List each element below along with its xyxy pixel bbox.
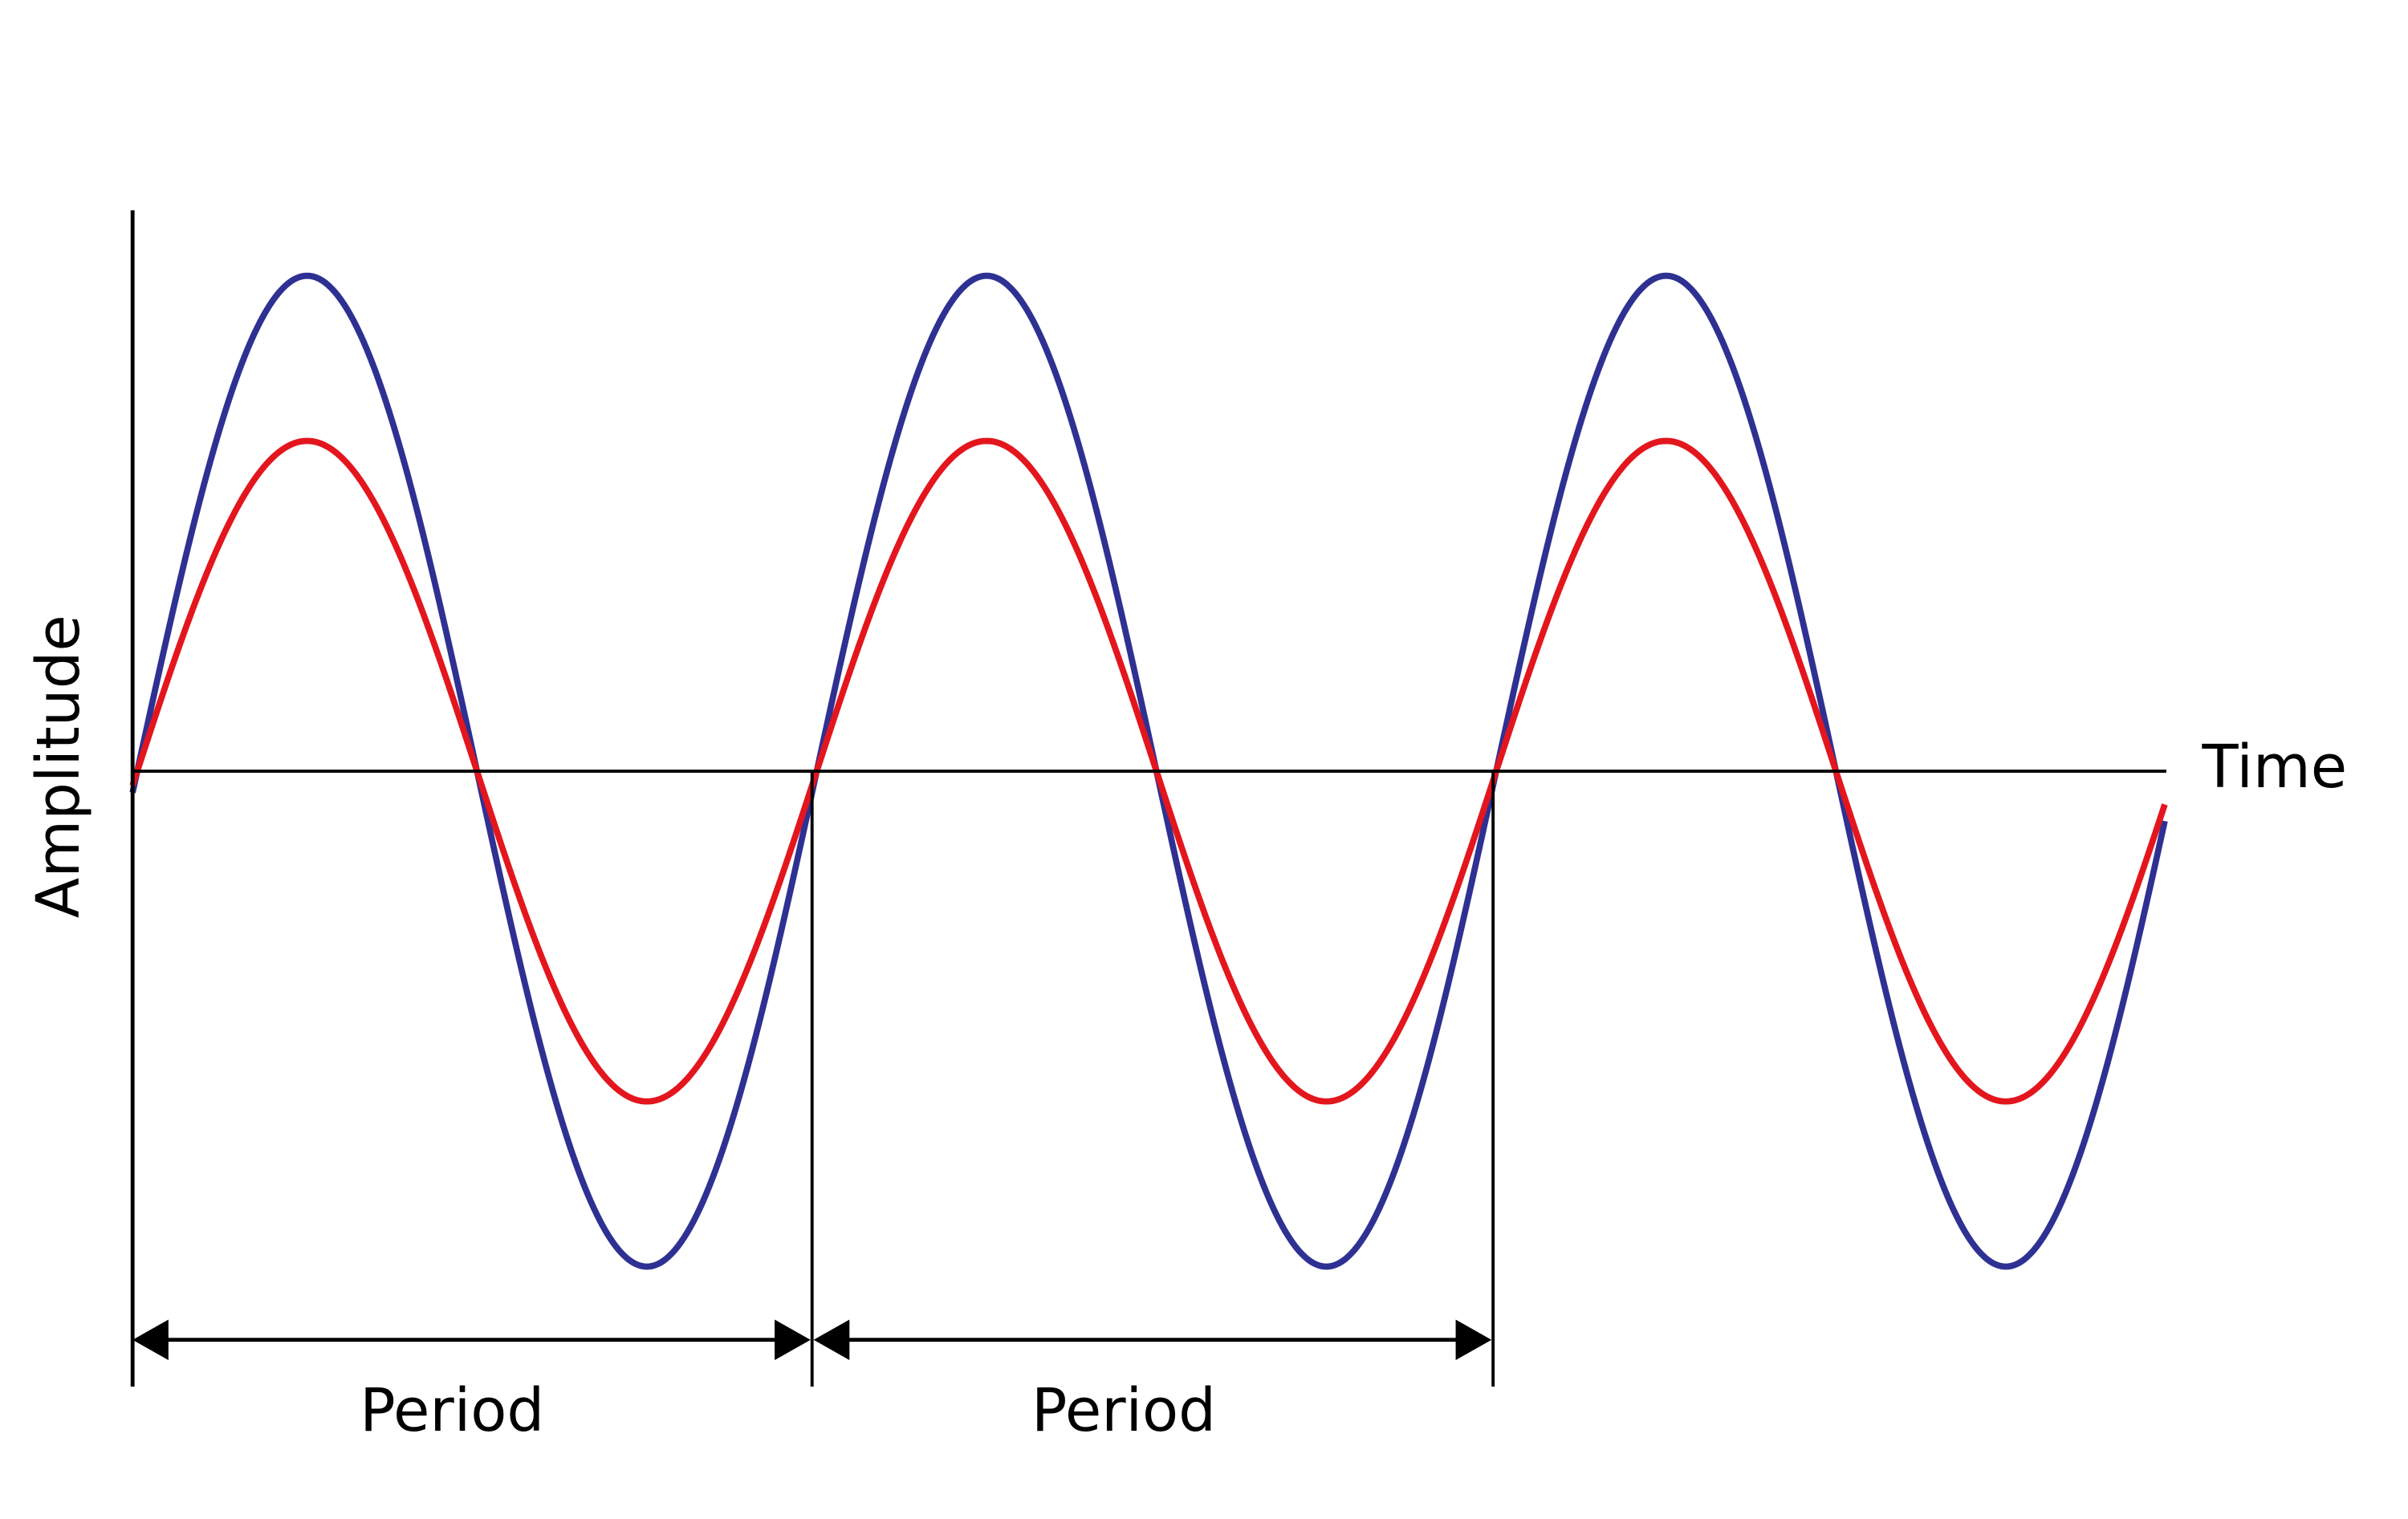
period-arrow bbox=[132, 1319, 811, 1360]
period-label: Period bbox=[1031, 1377, 1216, 1445]
period-arrow bbox=[813, 1319, 1492, 1360]
small-wave bbox=[129, 437, 2168, 1105]
amplitude-label: Amplitude bbox=[25, 615, 93, 918]
period-label: Period bbox=[360, 1377, 544, 1445]
waves bbox=[129, 272, 2168, 1270]
time-label: Time bbox=[2202, 733, 2348, 802]
